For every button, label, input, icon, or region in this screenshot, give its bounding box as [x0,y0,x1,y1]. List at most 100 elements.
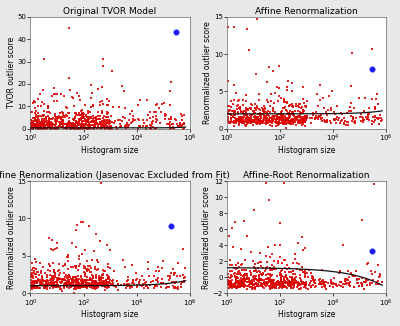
Point [276,112,282,117]
Point [166,125,173,130]
Point [77,283,84,289]
Point [173,30,179,35]
Point [264,97,270,103]
Point [258,112,264,118]
Point [74,126,80,131]
Point [234,281,240,286]
Point [82,247,88,252]
Point [235,282,241,288]
Point [152,283,158,289]
Point [45,282,52,287]
Point [290,260,297,266]
Point [270,114,277,119]
Point [80,283,86,288]
Point [232,115,239,121]
Point [288,118,294,124]
Point [317,282,323,287]
Point [364,116,370,121]
Point [375,101,382,107]
Point [80,110,86,115]
Point [378,118,384,123]
Point [74,273,81,278]
Point [49,121,56,126]
Point [287,280,293,285]
Point [40,281,46,287]
Point [94,113,101,119]
Point [91,249,97,254]
Point [102,126,108,131]
Point [256,97,262,102]
Point [310,277,316,283]
Point [271,283,277,289]
Point [239,276,246,282]
Point [270,68,276,73]
Point [40,265,46,270]
Y-axis label: Renormalized outlier score: Renormalized outlier score [202,186,211,289]
Point [57,276,63,282]
Point [51,281,57,286]
Point [54,98,60,104]
Point [72,121,78,126]
Point [66,279,72,284]
Point [79,280,85,286]
Point [98,275,104,280]
Point [234,284,241,289]
Point [263,276,269,281]
Point [231,97,238,102]
Point [38,125,44,130]
Point [85,115,91,120]
Point [52,111,58,116]
Point [302,283,308,289]
Point [288,89,295,94]
Point [252,101,258,106]
Point [272,281,279,287]
X-axis label: Histogram size: Histogram size [278,310,335,319]
Point [134,283,141,288]
Point [83,283,90,288]
Point [323,280,330,285]
Point [331,281,338,287]
Point [65,285,72,290]
Point [68,124,75,129]
Point [228,284,234,289]
Point [72,284,78,289]
Point [258,264,264,269]
Point [302,285,309,290]
Point [71,274,78,280]
Point [95,124,102,129]
Point [40,125,47,130]
Point [279,282,286,287]
Point [271,284,278,289]
Point [52,279,59,284]
Point [256,120,262,125]
Point [89,126,95,131]
Point [243,108,250,113]
Point [235,278,242,284]
Point [47,126,54,131]
Point [350,117,356,122]
Point [166,121,172,126]
Point [363,276,369,282]
Point [256,277,262,283]
Point [274,122,281,127]
Point [101,279,107,285]
Point [85,117,91,123]
Point [244,119,251,125]
Point [76,120,82,125]
Point [93,268,100,273]
Point [376,272,383,277]
Point [294,261,301,266]
Point [236,114,243,119]
Point [84,277,90,283]
Point [305,274,312,280]
Point [284,276,290,281]
Point [71,121,78,126]
Point [264,281,270,286]
Point [32,275,39,280]
Point [243,272,250,277]
Point [179,114,186,119]
Point [122,105,128,110]
Point [253,276,259,281]
Point [30,275,36,281]
Point [266,118,273,123]
